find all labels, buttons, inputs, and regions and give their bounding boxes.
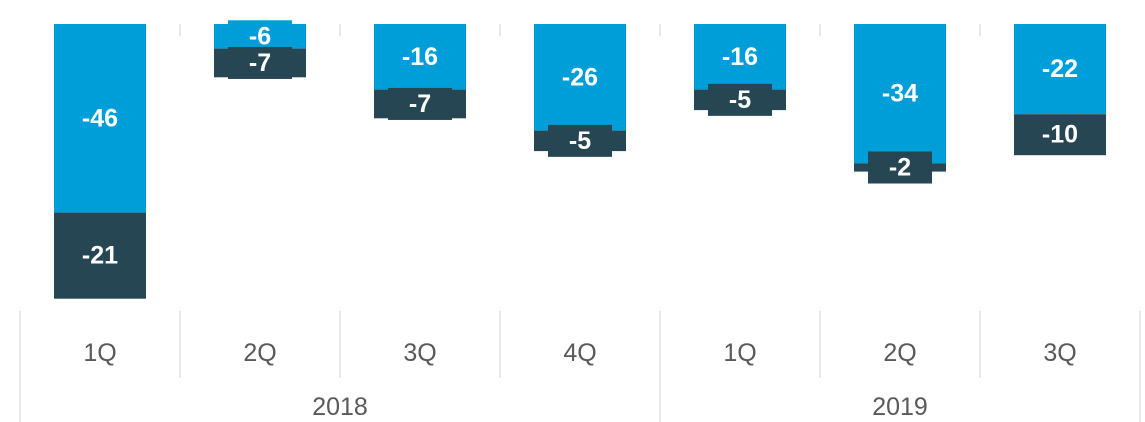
label-box (548, 61, 612, 94)
data-label: -10 (1042, 121, 1078, 149)
label-box (388, 87, 452, 120)
data-label: -2 (889, 154, 911, 182)
data-label: -16 (402, 43, 438, 71)
label-box (708, 83, 772, 116)
x-tick-label: 3Q (403, 339, 436, 367)
label-box (1028, 53, 1092, 86)
group-label: 2019 (872, 393, 928, 421)
label-box (708, 40, 772, 73)
x-tick-label: 1Q (83, 339, 116, 367)
data-label: -5 (569, 127, 591, 155)
data-label: -22 (1042, 55, 1078, 83)
data-label: -7 (409, 90, 431, 118)
label-box (68, 102, 132, 135)
data-label: -34 (882, 80, 918, 108)
data-label: -16 (722, 43, 758, 71)
x-tick-label: 4Q (563, 339, 596, 367)
label-box (228, 46, 292, 79)
label-box (68, 239, 132, 272)
data-label: -21 (82, 242, 118, 270)
label-box (868, 77, 932, 110)
label-box (868, 151, 932, 184)
data-label: -7 (249, 49, 271, 77)
data-label: -26 (562, 63, 598, 91)
x-tick-label: 2Q (883, 339, 916, 367)
data-label: -5 (729, 86, 751, 114)
data-label: -46 (82, 104, 118, 132)
label-box (1028, 118, 1092, 151)
label-box (548, 124, 612, 157)
x-tick-label: 2Q (243, 339, 276, 367)
data-label: -6 (249, 22, 271, 50)
x-tick-label: 1Q (723, 339, 756, 367)
label-box (388, 40, 452, 73)
x-tick-label: 3Q (1043, 339, 1076, 367)
group-label: 2018 (312, 393, 368, 421)
